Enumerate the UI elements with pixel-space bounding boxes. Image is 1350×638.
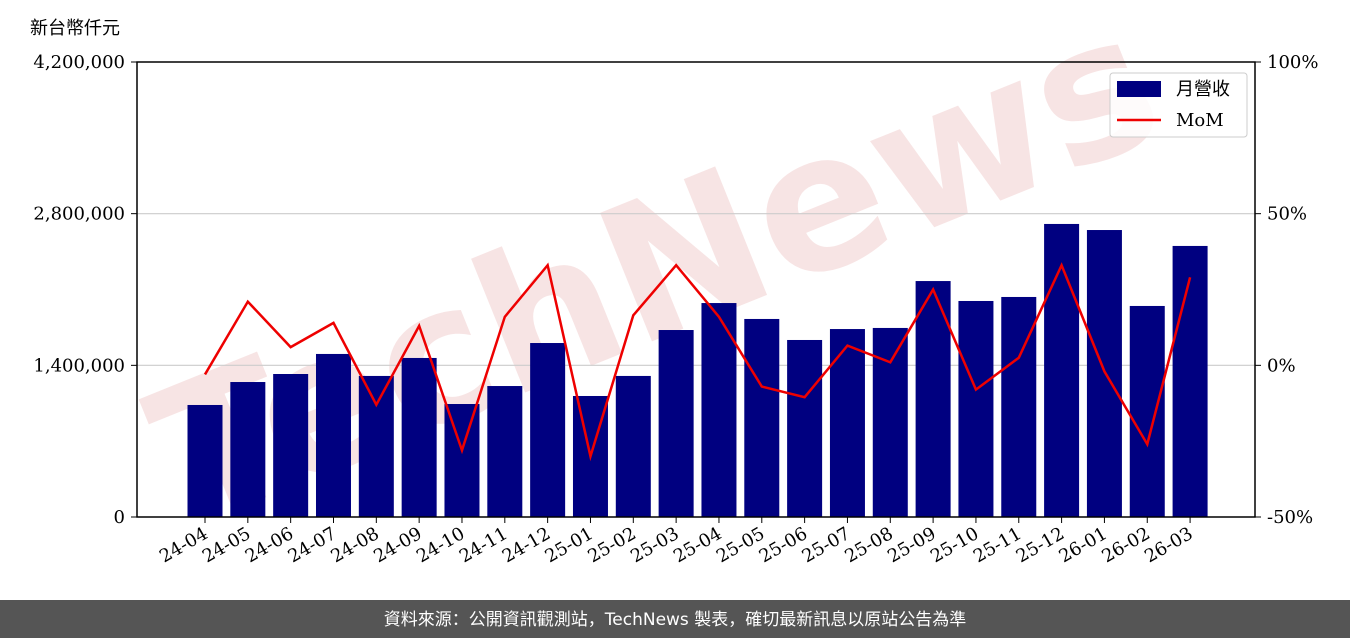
- x-tick-label: 26-01: [1055, 523, 1110, 567]
- x-tick-label: 24-10: [413, 523, 468, 567]
- x-tick-label: 25-04: [670, 523, 725, 567]
- bar: [872, 327, 908, 517]
- bar: [1044, 223, 1080, 518]
- y-axis-label: 新台幣仟元: [30, 18, 120, 39]
- bar: [701, 303, 737, 517]
- y2-tick-label: 100%: [1267, 52, 1318, 73]
- x-tick-label: 25-09: [884, 523, 939, 567]
- x-tick-label: 26-03: [1141, 523, 1196, 567]
- y-tick-label: 0: [114, 507, 125, 528]
- bar: [787, 339, 823, 517]
- bar: [315, 353, 351, 517]
- x-tick-label: 24-12: [499, 523, 554, 567]
- bar: [658, 330, 694, 517]
- bar: [487, 386, 523, 517]
- footer-bar: [0, 600, 1350, 638]
- x-tick-label: 25-03: [627, 523, 682, 567]
- legend-label: 月營收: [1176, 79, 1230, 100]
- bar: [358, 375, 394, 517]
- x-tick-label: 25-08: [841, 523, 896, 567]
- bar: [829, 329, 865, 517]
- x-tick-label: 24-11: [456, 523, 511, 567]
- bar: [744, 318, 780, 517]
- bar: [273, 374, 309, 517]
- source-note: 資料來源：公開資訊觀測站，TechNews 製表，確切最新訊息以原站公告為準: [384, 610, 966, 630]
- bar: [1172, 245, 1208, 517]
- x-tick-label: 25-10: [927, 523, 982, 567]
- x-tick-label: 25-02: [584, 523, 639, 567]
- x-tick-label: 25-11: [970, 523, 1025, 567]
- bar: [915, 281, 951, 517]
- y2-tick-label: 0%: [1267, 355, 1296, 376]
- x-tick-label: 24-09: [370, 523, 425, 567]
- bar: [187, 404, 223, 517]
- y-tick-label: 1,400,000: [33, 355, 125, 376]
- bar: [530, 343, 566, 517]
- bar: [401, 357, 437, 517]
- plot-frame: [136, 61, 1256, 518]
- x-tick-label: 25-07: [799, 523, 854, 567]
- y-tick-label: 4,200,000: [33, 52, 125, 73]
- x-tick-label: 25-01: [542, 523, 597, 567]
- y2-tick-label: -50%: [1267, 507, 1313, 528]
- x-tick-label: 25-06: [756, 523, 811, 567]
- x-tick-label: 26-02: [1098, 523, 1153, 567]
- bar: [1129, 305, 1165, 517]
- legend-label: MoM: [1176, 110, 1224, 131]
- x-tick-label: 25-12: [1013, 523, 1068, 567]
- mom-line: [203, 262, 1192, 462]
- bar: [958, 300, 994, 517]
- y-tick-label: 2,800,000: [33, 204, 125, 225]
- legend-swatch: [1117, 81, 1161, 97]
- bar: [444, 404, 480, 517]
- y2-tick-label: 50%: [1267, 204, 1307, 225]
- bar: [615, 375, 651, 517]
- x-tick-label: 25-05: [713, 523, 768, 567]
- bar: [230, 382, 266, 517]
- x-tick-label: 24-08: [327, 523, 382, 567]
